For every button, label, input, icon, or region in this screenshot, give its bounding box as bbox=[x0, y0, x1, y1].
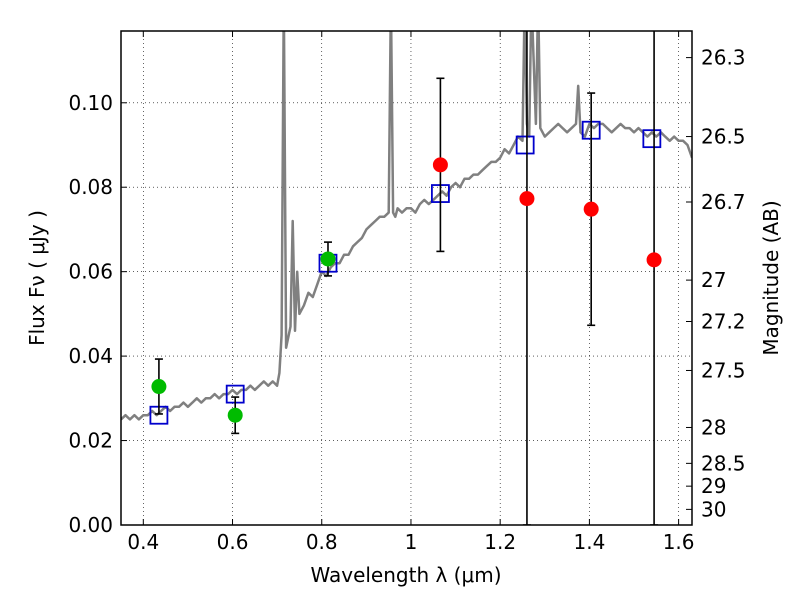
plot-area bbox=[121, 31, 692, 525]
y2-tick-label: 28.5 bbox=[701, 451, 746, 475]
y2-tick-label: 27.2 bbox=[701, 309, 746, 333]
data-point bbox=[583, 201, 599, 217]
data-point bbox=[227, 407, 243, 423]
y2-tick-label: 26.7 bbox=[701, 190, 746, 214]
x-axis-label: Wavelength λ (μm) bbox=[310, 563, 501, 587]
y2-tick-label: 30 bbox=[701, 497, 726, 521]
x-tick-label: 1.6 bbox=[663, 530, 695, 554]
data-point bbox=[432, 157, 448, 173]
data-point bbox=[646, 252, 662, 268]
model-flux-square bbox=[515, 135, 535, 155]
data-point bbox=[320, 251, 336, 267]
y2-axis-label: Magnitude (AB) bbox=[759, 200, 783, 355]
x-tick-label: 0.6 bbox=[217, 530, 249, 554]
x-tick-label: 0.8 bbox=[306, 530, 338, 554]
y2-tick-label: 28 bbox=[701, 415, 726, 439]
y-tick-label: 0.06 bbox=[68, 260, 113, 284]
y-tick-label: 0.10 bbox=[68, 91, 113, 115]
x-tick-label: 1.4 bbox=[573, 530, 605, 554]
y2-tick-label: 29 bbox=[701, 474, 726, 498]
y-axis-label: Flux Fν ( μJy ) bbox=[25, 210, 49, 346]
y-tick-label: 0.04 bbox=[68, 344, 113, 368]
y2-tick-label: 26.3 bbox=[701, 46, 746, 70]
data-point bbox=[519, 191, 535, 207]
x-tick-label: 1.2 bbox=[484, 530, 516, 554]
y-tick-label: 0.02 bbox=[68, 429, 113, 453]
plot-frame bbox=[120, 30, 693, 526]
y2-tick-label: 27.5 bbox=[701, 358, 746, 382]
x-tick-label: 0.4 bbox=[127, 530, 159, 554]
x-tick-label: 1 bbox=[405, 530, 418, 554]
y2-tick-label: 27 bbox=[701, 268, 726, 292]
y-tick-label: 0.08 bbox=[68, 175, 113, 199]
model-sed-line bbox=[121, 31, 692, 421]
data-point bbox=[151, 379, 167, 395]
model-flux-square bbox=[642, 129, 662, 149]
ticks: 0.4 0.6 0.8 1 1.2 1.4 1.6 0.00 0.02 0.04 0.06 0.08 0… bbox=[68, 31, 746, 554]
y2-tick-label: 26.5 bbox=[701, 125, 746, 149]
y-tick-label: 0.00 bbox=[68, 513, 113, 537]
